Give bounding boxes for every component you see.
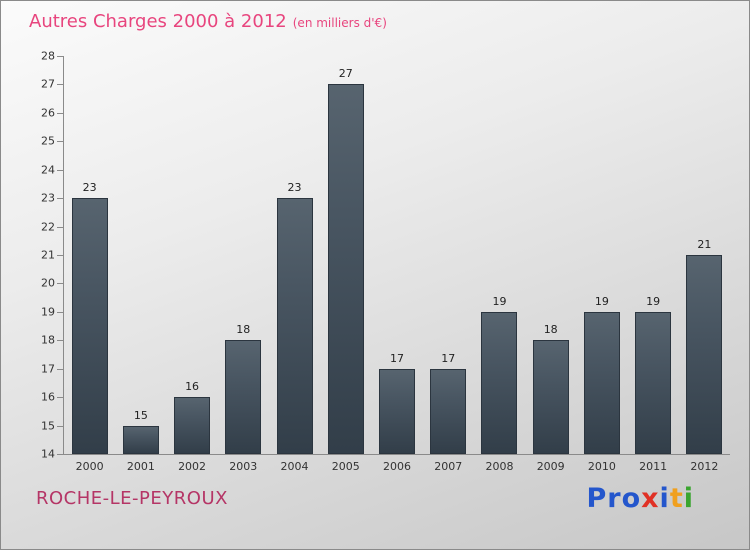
y-axis-label: 21 [41, 248, 55, 262]
x-axis-label: 2009 [536, 460, 565, 473]
y-axis-tick [57, 397, 63, 399]
y-axis-tick [57, 56, 63, 57]
bar-chart-plot-area: 14 15 16 17 18 19 20 21 22 23 24 25 26 27 28 23 2000 15 20… [41, 50, 730, 473]
bar-value-label: 19 [492, 294, 507, 308]
y-axis-label: 24 [41, 163, 55, 177]
bar [174, 397, 211, 454]
y-axis-label: 17 [41, 362, 55, 376]
y-axis-tick [57, 255, 63, 256]
y-axis-tick [57, 283, 63, 285]
chart-title-text: Autres Charges 2000 à 2012 [29, 11, 287, 32]
logo-letter: x [641, 483, 660, 514]
y-axis-label: 25 [41, 134, 55, 148]
y-axis-tick [57, 340, 63, 342]
x-axis-label: 2001 [126, 460, 155, 473]
logo-letter: P [586, 483, 608, 514]
y-axis-tick [57, 311, 63, 313]
y-axis-label: 16 [41, 390, 55, 404]
bar-value-label: 17 [390, 351, 404, 365]
bar-value-label: 18 [236, 323, 251, 337]
bar [635, 311, 672, 454]
bar [379, 368, 415, 454]
logo-letter: t [669, 483, 684, 514]
y-axis-tick [57, 226, 63, 228]
chart-title: Autres Charges 2000 à 2012 (en milliers d… [29, 11, 387, 32]
bar [225, 340, 262, 454]
y-axis-label: 22 [41, 220, 55, 234]
y-axis-label: 26 [41, 106, 55, 120]
x-axis-label: 2002 [178, 460, 207, 473]
logo-letter: r [607, 483, 622, 514]
x-axis-label: 2003 [229, 460, 258, 473]
x-axis-label: 2010 [587, 460, 616, 473]
bar-value-label: 19 [646, 294, 661, 308]
y-axis-tick [57, 368, 63, 370]
y-axis-tick [57, 141, 63, 143]
y-axis-tick [57, 112, 63, 114]
bar-value-label: 16 [185, 380, 200, 394]
x-axis-label: 2004 [280, 460, 309, 473]
bar [532, 340, 569, 454]
bar-value-label: 18 [543, 323, 558, 337]
y-axis-tick [57, 425, 63, 427]
x-axis-label: 2005 [331, 460, 360, 473]
x-axis-label: 2011 [639, 460, 668, 473]
x-axis-label: 2007 [434, 460, 463, 473]
chart-subtitle: (en milliers d'€) [292, 16, 387, 30]
logo-letter: o [621, 483, 642, 514]
bar [686, 255, 723, 454]
bar-value-label: 27 [338, 67, 353, 81]
y-axis-tick [57, 84, 63, 86]
bar [71, 198, 108, 454]
x-axis-label: 2006 [383, 460, 411, 473]
y-axis-tick [57, 454, 63, 455]
logo-letter: i [683, 483, 694, 514]
bar [122, 425, 159, 454]
logo-letter: i [659, 483, 670, 514]
bar-value-label: 19 [594, 294, 609, 308]
bar-value-label: 15 [133, 408, 148, 422]
y-axis-label: 27 [41, 77, 55, 91]
company-name: ROCHE-LE-PEYROUX [36, 488, 228, 509]
bar [430, 368, 467, 454]
y-axis-label: 14 [41, 447, 55, 461]
y-axis-label: 23 [41, 191, 55, 205]
x-axis-label: 2000 [75, 460, 104, 473]
y-axis-label: 28 [41, 49, 55, 63]
y-axis-tick [57, 198, 63, 200]
bar [583, 311, 620, 454]
bar-value-label: 23 [287, 181, 302, 195]
y-axis-label: 18 [41, 333, 55, 347]
x-axis-label: 2008 [485, 460, 514, 473]
bar-value-label: 23 [82, 181, 97, 195]
bar [327, 84, 364, 454]
bar-value-label: 17 [441, 351, 456, 365]
bar [276, 198, 313, 454]
bar-value-label: 21 [697, 238, 712, 251]
y-axis-tick [57, 169, 63, 171]
x-axis-label: 2012 [690, 460, 719, 473]
y-axis-label: 19 [41, 305, 55, 319]
y-axis-label: 20 [41, 276, 55, 290]
bar [481, 311, 518, 454]
y-axis-label: 15 [41, 419, 55, 433]
proxiti-logo: Proxiti [586, 483, 694, 514]
